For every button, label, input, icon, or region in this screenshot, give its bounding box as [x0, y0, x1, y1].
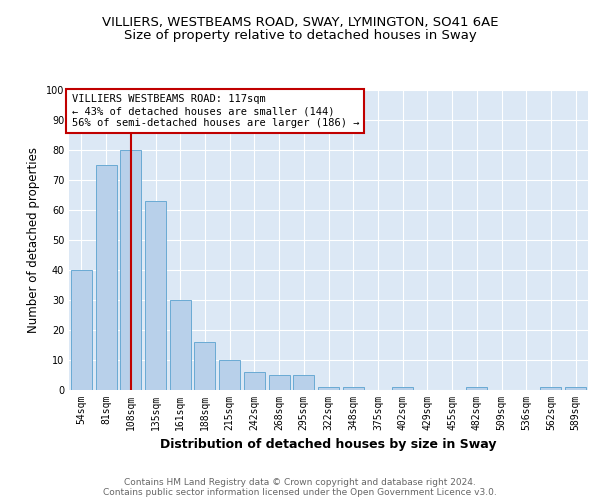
Text: Contains HM Land Registry data © Crown copyright and database right 2024.
Contai: Contains HM Land Registry data © Crown c… — [103, 478, 497, 497]
Bar — [269, 375, 290, 390]
Bar — [194, 342, 215, 390]
Bar — [244, 372, 265, 390]
Text: Size of property relative to detached houses in Sway: Size of property relative to detached ho… — [124, 28, 476, 42]
X-axis label: Distribution of detached houses by size in Sway: Distribution of detached houses by size … — [160, 438, 497, 452]
Bar — [318, 387, 339, 390]
Y-axis label: Number of detached properties: Number of detached properties — [27, 147, 40, 333]
Bar — [145, 201, 166, 390]
Bar — [343, 387, 364, 390]
Bar — [392, 387, 413, 390]
Bar — [71, 270, 92, 390]
Bar — [219, 360, 240, 390]
Bar — [170, 300, 191, 390]
Bar — [120, 150, 141, 390]
Bar — [95, 165, 116, 390]
Text: VILLIERS WESTBEAMS ROAD: 117sqm
← 43% of detached houses are smaller (144)
56% o: VILLIERS WESTBEAMS ROAD: 117sqm ← 43% of… — [71, 94, 359, 128]
Bar — [541, 387, 562, 390]
Bar — [466, 387, 487, 390]
Bar — [565, 387, 586, 390]
Bar — [293, 375, 314, 390]
Text: VILLIERS, WESTBEAMS ROAD, SWAY, LYMINGTON, SO41 6AE: VILLIERS, WESTBEAMS ROAD, SWAY, LYMINGTO… — [102, 16, 498, 29]
